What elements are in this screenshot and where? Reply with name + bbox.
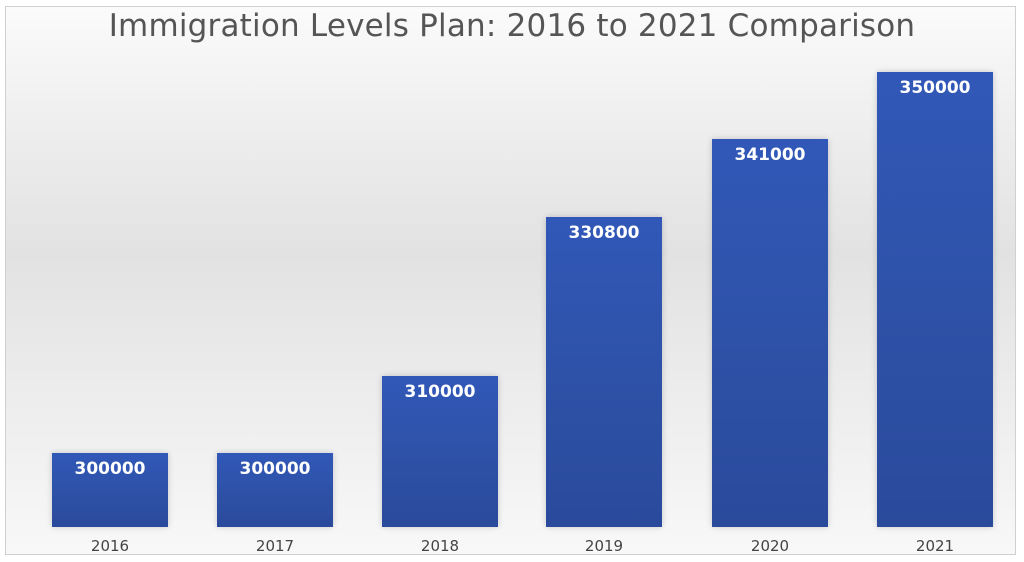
bar-2021: 350000: [877, 72, 993, 527]
x-tick-2018: 2018: [420, 537, 460, 555]
bar-2018: 310000: [382, 376, 498, 527]
x-tick-2016: 2016: [90, 537, 130, 555]
bar-value-label: 350000: [899, 78, 971, 98]
chart-title: Immigration Levels Plan: 2016 to 2021 Co…: [108, 8, 916, 44]
x-tick-2020: 2020: [750, 537, 790, 555]
bar-value-label: 341000: [734, 145, 806, 165]
x-tick-2021: 2021: [915, 537, 955, 555]
bar-2020: 341000: [712, 139, 828, 527]
chart-frame: [5, 6, 1016, 555]
bar-value-label: 330800: [568, 223, 640, 243]
bar-value-label: 300000: [74, 459, 146, 479]
x-tick-2017: 2017: [255, 537, 295, 555]
bar-value-label: 300000: [239, 459, 311, 479]
bar-2019: 330800: [546, 217, 662, 527]
x-tick-2019: 2019: [584, 537, 624, 555]
bar-2016: 300000: [52, 453, 168, 527]
bar-value-label: 310000: [404, 382, 476, 402]
bar-2017: 300000: [217, 453, 333, 527]
